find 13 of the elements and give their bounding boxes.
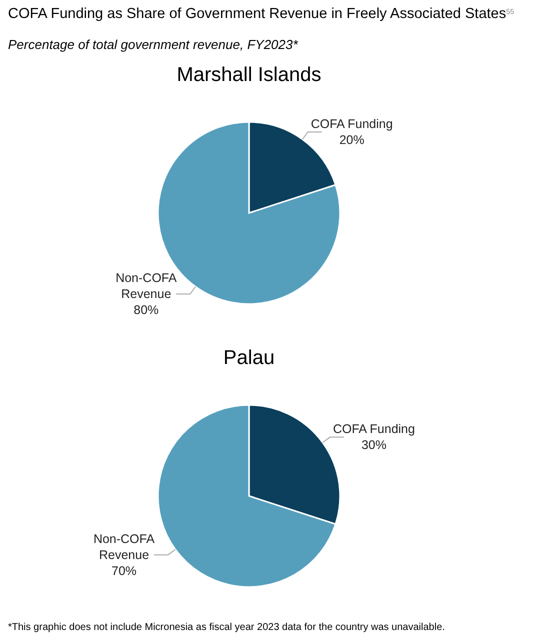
text: Palau	[223, 347, 275, 369]
chart-subtitle: Percentage of total government revenue, FY2023*	[8, 37, 299, 52]
slice-label: Non-COFA Revenue	[93, 532, 156, 562]
data-label: 70%	[112, 564, 137, 578]
data-label: 20%	[339, 133, 364, 148]
text: *This graphic does not include Micronesia as fiscal year 2023 data for the country was unavailable.	[8, 622, 445, 633]
slice-label: Non-COFA Revenue	[116, 270, 178, 301]
slice-label: COFA Funding	[310, 117, 393, 132]
text: Marshall Islands	[176, 64, 322, 86]
data-label: 30%	[361, 438, 386, 452]
data-label: 80%	[134, 302, 159, 317]
chart-title: COFA Funding as Share of Government Revenue in Freely Associated States$^{55}$	[8, 6, 514, 22]
slice-label: COFA Funding	[332, 422, 416, 436]
